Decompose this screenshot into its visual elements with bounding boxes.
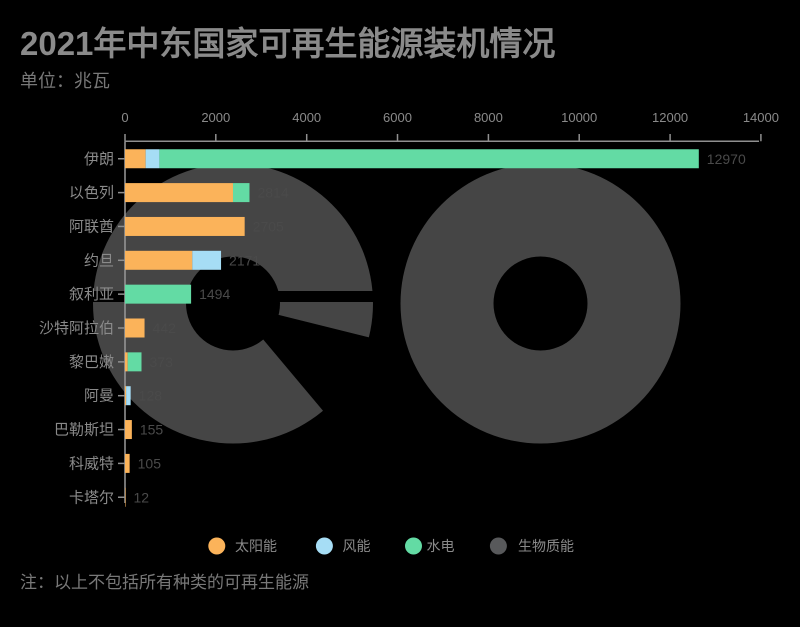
svg-text:2000: 2000 — [201, 110, 230, 125]
svg-text:442: 442 — [153, 320, 177, 336]
svg-text:12000: 12000 — [652, 110, 688, 125]
svg-text:0: 0 — [121, 110, 128, 125]
svg-text:叙利亚: 叙利亚 — [69, 286, 114, 303]
svg-text:伊朗: 伊朗 — [84, 151, 114, 168]
svg-text:12970: 12970 — [707, 151, 746, 167]
svg-text:128: 128 — [139, 388, 163, 404]
svg-text:14000: 14000 — [743, 110, 779, 125]
svg-text:2814: 2814 — [257, 185, 288, 201]
svg-text:以色列: 以色列 — [69, 185, 114, 202]
svg-text:阿曼: 阿曼 — [84, 388, 114, 405]
svg-text:6000: 6000 — [383, 110, 412, 125]
svg-text:沙特阿拉伯: 沙特阿拉伯 — [39, 320, 114, 337]
svg-text:155: 155 — [140, 422, 164, 438]
svg-text:1494: 1494 — [199, 286, 230, 302]
svg-text:4000: 4000 — [292, 110, 321, 125]
svg-text:2705: 2705 — [253, 218, 284, 234]
svg-text:10000: 10000 — [561, 110, 597, 125]
svg-text:8000: 8000 — [474, 110, 503, 125]
svg-text:生物质能: 生物质能 — [518, 538, 574, 554]
svg-text:水电: 水电 — [427, 538, 455, 554]
svg-text:阿联酋: 阿联酋 — [69, 217, 114, 235]
svg-text:105: 105 — [138, 455, 162, 471]
svg-text:约旦: 约旦 — [84, 252, 114, 269]
svg-text:2171: 2171 — [229, 252, 260, 268]
svg-text:巴勒斯坦: 巴勒斯坦 — [54, 422, 114, 439]
svg-text:12: 12 — [134, 489, 150, 505]
svg-text:风能: 风能 — [343, 538, 371, 554]
svg-text:太阳能: 太阳能 — [235, 538, 277, 554]
svg-text:科威特: 科威特 — [69, 455, 114, 472]
svg-text:卡塔尔: 卡塔尔 — [69, 489, 114, 506]
svg-text:黎巴嫩: 黎巴嫩 — [69, 354, 114, 371]
svg-text:373: 373 — [150, 354, 174, 370]
